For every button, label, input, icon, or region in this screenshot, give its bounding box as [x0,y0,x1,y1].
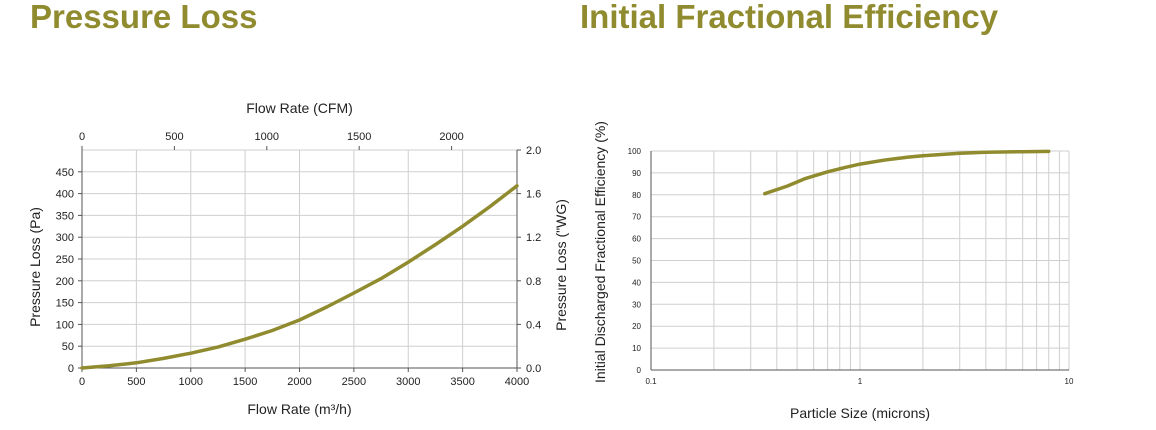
pl-x-tick-label: 0 [79,376,85,388]
pl-x-tick-label: 1500 [233,376,257,388]
fe-y-tick-label: 40 [632,278,641,287]
pl-y-right-axis-label: Pressure Loss ("WG) [553,199,569,331]
fe-y-tick-label: 30 [632,300,641,309]
pl-x-top-tick-label: 500 [165,131,183,143]
pl-y-right-tick-label: 0.4 [526,319,541,331]
pl-y-tick-label: 50 [62,341,74,353]
pl-x-top-axis-label: Flow Rate (CFM) [246,100,353,116]
pl-x-tick-label: 500 [127,376,145,388]
pl-y-tick-label: 350 [56,210,74,222]
pl-y-tick-label: 250 [56,254,74,266]
fe-series-line [762,149,1051,196]
pl-x-tick-label: 3500 [450,376,474,388]
pl-y-tick-label: 200 [56,276,74,288]
pl-series-line [80,184,519,370]
pressure-loss-title: Pressure Loss [30,0,258,35]
pl-y-right-tick-label: 0.8 [526,276,541,288]
fe-y-tick-label: 60 [632,235,641,244]
fe-y-tick-label: 10 [632,344,641,353]
pl-y-tick-label: 400 [56,189,74,201]
pl-y-tick-label: 150 [56,298,74,310]
pl-x-top-tick-label: 0 [79,131,85,143]
fe-y-tick-label: 80 [632,191,641,200]
fe-y-axis-label: Initial Discharged Fractional Efficiency… [592,121,608,383]
fe-y-tick-label: 0 [637,366,642,375]
fractional-efficiency-title: Initial Fractional Efficiency [580,0,999,35]
fe-y-tick-label: 50 [632,257,641,266]
pl-x-tick-label: 3000 [396,376,420,388]
pl-y-right-tick-label: 2.0 [526,145,541,157]
pl-y-right-tick-label: 1.6 [526,189,541,201]
pl-x-top-tick-label: 1000 [255,131,279,143]
fe-y-tick-label: 20 [632,322,641,331]
pl-x-tick-label: 2000 [287,376,311,388]
pl-y-tick-label: 0 [68,363,74,375]
fe-y-tick-label: 100 [628,147,642,156]
fe-x-tick-label: 0.1 [645,377,657,386]
pl-x-axis-label: Flow Rate (m³/h) [247,401,351,417]
pl-y-tick-label: 450 [56,167,74,179]
pl-x-tick-label: 4000 [505,376,529,388]
pl-x-tick-label: 2500 [342,376,366,388]
pl-y-right-tick-label: 1.2 [526,232,541,244]
fe-y-tick-label: 70 [632,213,641,222]
fe-x-axis-label: Particle Size (microns) [790,405,930,421]
pl-x-top-tick-label: 1500 [347,131,371,143]
pl-y-axis-label: Pressure Loss (Pa) [27,207,43,327]
pl-y-right-tick-label: 0.0 [526,363,541,375]
pl-x-top-tick-label: 2000 [439,131,463,143]
fe-y-tick-label: 90 [632,169,641,178]
fe-x-tick-label: 10 [1065,377,1074,386]
pl-y-tick-label: 100 [56,319,74,331]
fe-x-tick-label: 1 [858,377,863,386]
pl-x-tick-label: 1000 [179,376,203,388]
pl-y-tick-label: 300 [56,232,74,244]
